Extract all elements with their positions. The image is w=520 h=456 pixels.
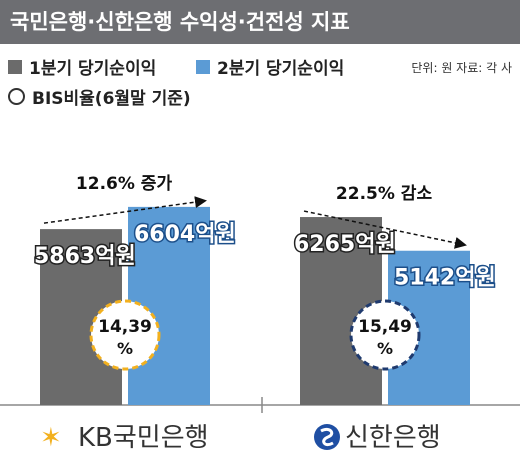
chart-title: 국민은행·신한은행 수익성·건전성 지표	[10, 10, 350, 34]
bis-value-kb: 14,39	[98, 317, 152, 337]
bis-unit-kb: %	[117, 339, 133, 358]
change-arrow-kb	[43, 196, 207, 224]
legend-label-q2: 2분기 당기순이익	[217, 59, 345, 79]
bis-value-shinhan: 15,49	[358, 317, 412, 337]
change-label-shinhan: 22.5% 감소	[336, 184, 433, 204]
change-label-kb: 12.6% 증가	[76, 174, 173, 194]
legend-circle-bis	[8, 88, 25, 105]
shinhan-logo-swirl	[320, 427, 334, 447]
change-arrow-shinhan	[303, 210, 467, 249]
bis-circle-kb	[89, 299, 161, 371]
category-label-kb: KB국민은행	[78, 423, 209, 453]
data-label-kb-q1: 5863억원	[34, 244, 136, 269]
bis-circle-shinhan	[349, 299, 421, 371]
data-label-shinhan-q1: 6265억원	[294, 232, 396, 257]
data-label-shinhan-q2: 5142억원	[394, 266, 496, 291]
bis-unit-shinhan: %	[377, 339, 393, 358]
data-label-kb-q2: 6604억원	[134, 222, 236, 247]
legend-item-q2: 2분기 당기순이익	[196, 54, 344, 79]
legend-swatch-q1	[8, 59, 22, 74]
legend-item-bis: BIS비율(6월말 기준)	[8, 84, 191, 109]
legend-label-q1: 1분기 당기순이익	[29, 59, 157, 79]
legend-label-bis: BIS비율(6월말 기준)	[32, 89, 191, 109]
category-label-shinhan: 신한은행	[345, 423, 441, 453]
legend-item-q1: 1분기 당기순이익	[8, 54, 156, 79]
legend-swatch-q2	[196, 59, 210, 74]
kb-logo-icon: ✶	[40, 423, 62, 453]
source-note: 단위: 원 자료: 각 사	[411, 61, 512, 75]
title-bar: 국민은행·신한은행 수익성·건전성 지표	[0, 0, 520, 44]
